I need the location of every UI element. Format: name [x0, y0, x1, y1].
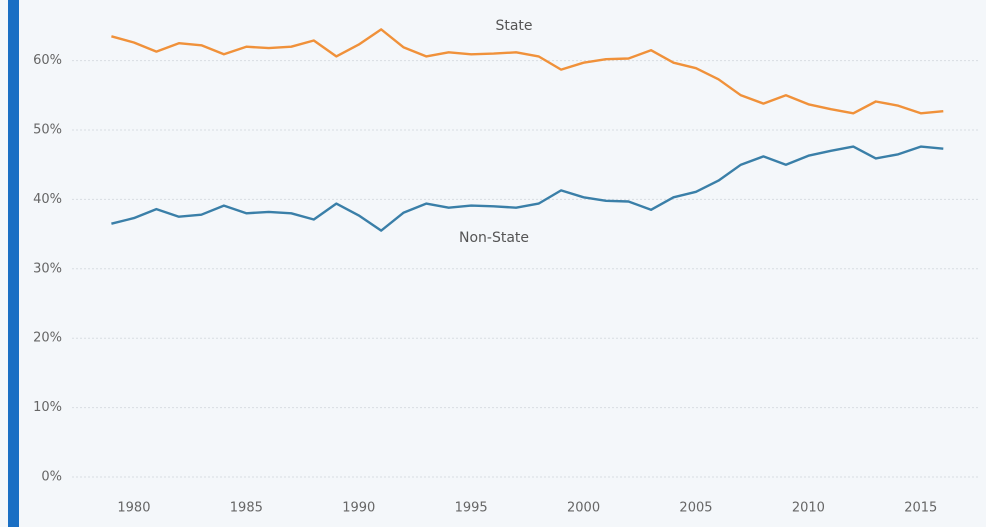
accent-bar — [8, 0, 19, 527]
x-tick-label: 2010 — [792, 501, 825, 516]
y-tick-label: 50% — [33, 122, 62, 137]
x-tick-label: 1995 — [455, 501, 488, 516]
series-label: State — [495, 18, 532, 34]
x-tick-label: 1985 — [230, 501, 263, 516]
series-line — [111, 145, 944, 232]
y-tick-label: 10% — [33, 400, 62, 415]
x-tick-label: 2000 — [567, 501, 600, 516]
y-tick-label: 40% — [33, 192, 62, 207]
y-tick-label: 0% — [41, 470, 62, 485]
y-tick-label: 60% — [33, 53, 62, 68]
x-tick-label: 2005 — [679, 501, 712, 516]
x-tick-label: 2015 — [904, 501, 937, 516]
y-tick-label: 30% — [33, 261, 62, 276]
x-tick-label: 1990 — [342, 501, 375, 516]
y-tick-label: 20% — [33, 331, 62, 346]
series-line — [111, 28, 944, 115]
x-tick-label: 1980 — [117, 501, 150, 516]
series-label: Non-State — [459, 230, 529, 246]
